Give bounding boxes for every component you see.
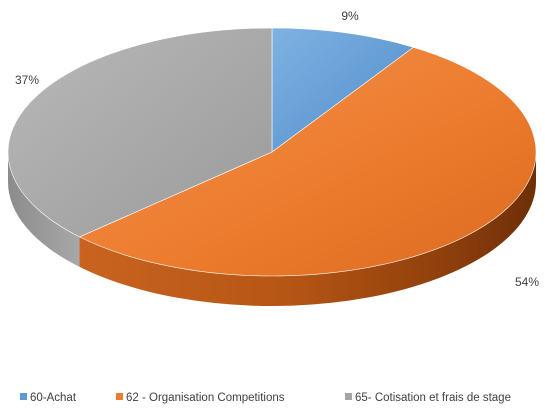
legend: 60-Achat 62 - Organisation Competitions 65… bbox=[20, 392, 511, 404]
data-label-65-cotisation-et-frais-de-stage: 37% bbox=[15, 73, 39, 87]
legend-swatch-65-cotisation-et-frais-de-stage bbox=[345, 393, 352, 400]
data-label-62-organisation-competitions: 54% bbox=[515, 275, 539, 289]
data-label-60-achat: 9% bbox=[341, 9, 359, 23]
legend-swatch-60-achat bbox=[20, 393, 27, 400]
pie-tops bbox=[8, 28, 536, 276]
legend-entry-62-organisation-competitions: 62 - Organisation Competitions bbox=[126, 392, 285, 404]
legend-entry-60-achat: 60-Achat bbox=[30, 392, 77, 404]
legend-entry-65-cotisation-et-frais-de-stage: 65- Cotisation et frais de stage bbox=[355, 392, 511, 404]
legend-swatch-62-organisation-competitions bbox=[116, 393, 123, 400]
